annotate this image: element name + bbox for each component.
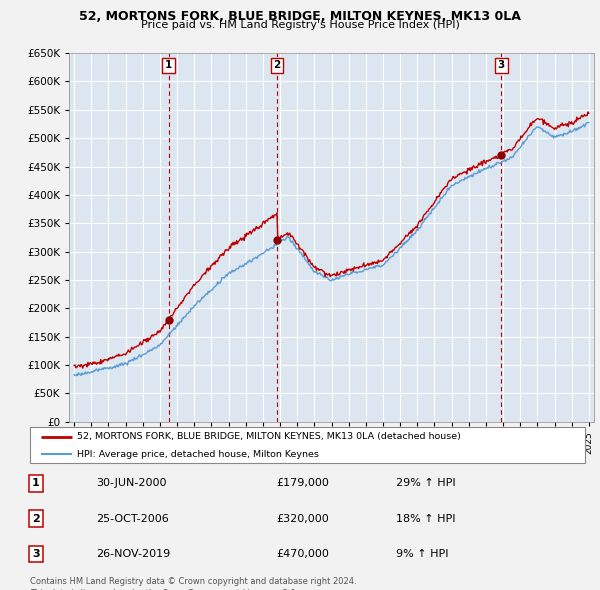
- Bar: [69, 53, 169, 422]
- Text: 2: 2: [32, 514, 40, 523]
- Text: 3: 3: [498, 60, 505, 70]
- Bar: [277, 53, 502, 422]
- Text: 1: 1: [165, 60, 172, 70]
- Text: 9% ↑ HPI: 9% ↑ HPI: [396, 549, 449, 559]
- Text: £320,000: £320,000: [276, 514, 329, 523]
- Text: 18% ↑ HPI: 18% ↑ HPI: [396, 514, 455, 523]
- Text: HPI: Average price, detached house, Milton Keynes: HPI: Average price, detached house, Milt…: [77, 450, 319, 458]
- Text: This data is licensed under the Open Government Licence v3.0.: This data is licensed under the Open Gov…: [30, 589, 298, 590]
- Text: 30-JUN-2000: 30-JUN-2000: [96, 478, 167, 488]
- Text: 29% ↑ HPI: 29% ↑ HPI: [396, 478, 455, 488]
- Text: 52, MORTONS FORK, BLUE BRIDGE, MILTON KEYNES, MK13 0LA: 52, MORTONS FORK, BLUE BRIDGE, MILTON KE…: [79, 10, 521, 23]
- Text: 3: 3: [32, 549, 40, 559]
- FancyBboxPatch shape: [30, 427, 585, 463]
- Bar: [169, 53, 277, 422]
- Text: 2: 2: [274, 60, 281, 70]
- Text: £470,000: £470,000: [276, 549, 329, 559]
- Text: 1: 1: [32, 478, 40, 488]
- Text: 52, MORTONS FORK, BLUE BRIDGE, MILTON KEYNES, MK13 0LA (detached house): 52, MORTONS FORK, BLUE BRIDGE, MILTON KE…: [77, 432, 461, 441]
- Text: 26-NOV-2019: 26-NOV-2019: [96, 549, 170, 559]
- Text: Price paid vs. HM Land Registry's House Price Index (HPI): Price paid vs. HM Land Registry's House …: [140, 20, 460, 30]
- Text: Contains HM Land Registry data © Crown copyright and database right 2024.: Contains HM Land Registry data © Crown c…: [30, 577, 356, 586]
- Text: £179,000: £179,000: [276, 478, 329, 488]
- Text: 25-OCT-2006: 25-OCT-2006: [96, 514, 169, 523]
- Bar: [502, 53, 594, 422]
